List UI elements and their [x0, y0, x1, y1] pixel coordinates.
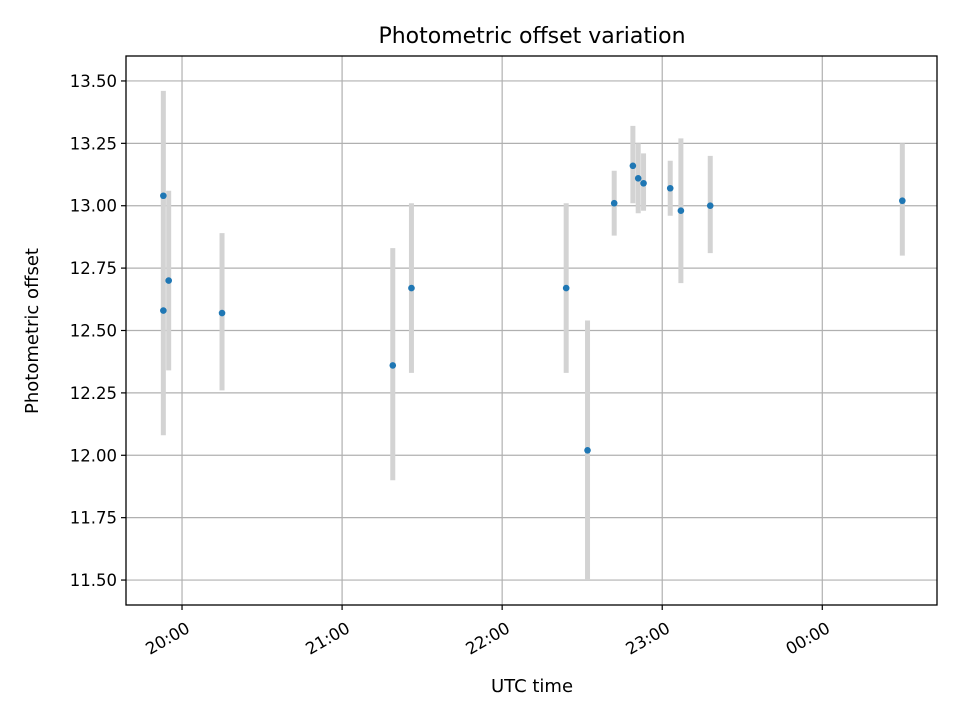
data-point	[610, 199, 618, 207]
x-axis-label: UTC time	[491, 676, 573, 697]
data-point	[706, 202, 714, 210]
y-tick-label: 12.75	[70, 259, 117, 278]
y-tick-label: 13.00	[70, 197, 117, 216]
error-bars	[160, 90, 905, 581]
data-points	[160, 162, 906, 454]
x-tick-label: 00:00	[783, 618, 834, 658]
data-point	[584, 446, 591, 454]
y-tick-label: 12.50	[70, 322, 117, 341]
data-point	[165, 277, 172, 284]
x-tick-label: 20:00	[142, 618, 193, 658]
data-point	[677, 207, 685, 215]
y-tick-label: 12.00	[70, 446, 117, 465]
x-tick-label: 21:00	[302, 618, 353, 658]
y-tick-label: 13.50	[70, 72, 117, 91]
data-point	[218, 309, 226, 317]
data-point	[629, 162, 637, 170]
y-tick-label: 11.50	[70, 571, 117, 590]
plot-frame	[125, 55, 938, 606]
data-point	[634, 174, 642, 182]
axis-ticks: 20:00 21:00 22:00 23:00 00:00 11.50 11.75 12.00…	[70, 72, 834, 659]
x-tick-label: 23:00	[623, 618, 674, 658]
data-point	[666, 184, 674, 192]
x-tick-label: 22:00	[462, 618, 513, 658]
data-point	[408, 284, 415, 292]
data-point	[160, 192, 167, 200]
data-point	[640, 179, 647, 187]
y-tick-label: 12.25	[70, 384, 117, 403]
y-tick-label: 13.25	[70, 134, 117, 153]
grid-lines	[126, 56, 937, 605]
data-point	[562, 284, 570, 292]
data-point	[389, 362, 397, 369]
chart-title: Photometric offset variation	[378, 24, 685, 49]
y-tick-label: 11.75	[70, 509, 117, 528]
data-point	[899, 197, 906, 205]
data-point	[160, 307, 167, 314]
y-axis-label: Photometric offset	[22, 248, 43, 414]
